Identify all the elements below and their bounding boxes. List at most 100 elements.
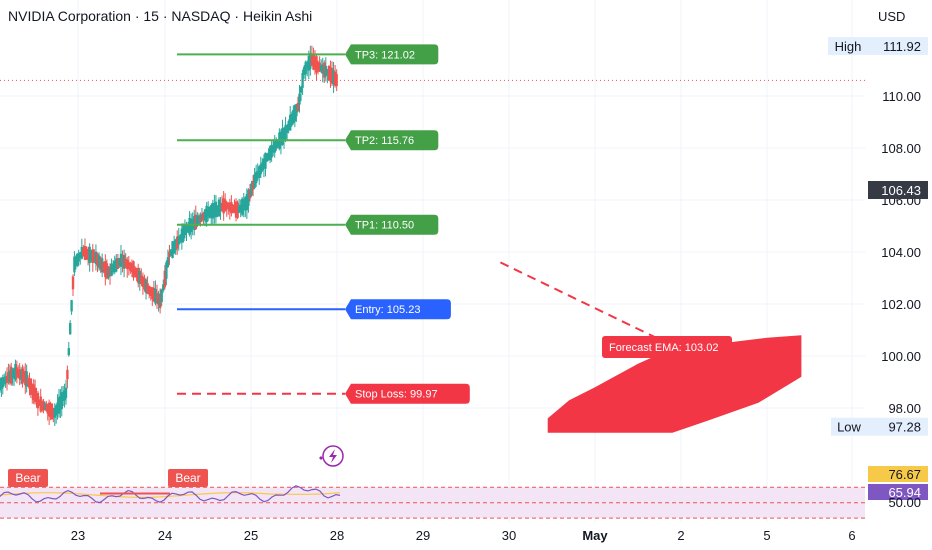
candle-body (287, 121, 290, 131)
candle-body (193, 216, 196, 230)
candle-body (52, 407, 55, 417)
candle-body (256, 171, 259, 179)
candle-body (329, 67, 332, 82)
candle-body (262, 158, 266, 169)
candle-body (22, 373, 26, 382)
candle-body (47, 402, 51, 417)
rsi-value-label: 65.94 (888, 485, 921, 500)
candle-body (248, 189, 252, 199)
candle-body (323, 62, 326, 78)
candle-body (210, 205, 213, 218)
candle-body (64, 387, 68, 399)
candle-body (293, 105, 297, 122)
candle-body (116, 257, 120, 269)
candle-body (126, 259, 129, 270)
candle-body (39, 396, 42, 412)
candle-body (179, 235, 182, 241)
grid (0, 0, 865, 522)
candle-body (245, 194, 249, 211)
stop-label-text: Stop Loss: 99.97 (355, 389, 438, 401)
candle-body (301, 72, 304, 88)
candle-body (91, 249, 94, 263)
bear-label: Bear (8, 469, 48, 487)
tp3-label-text: TP3: 121.02 (355, 49, 415, 61)
candle-body (228, 202, 232, 212)
candle-body (1, 377, 5, 388)
candle-body (79, 252, 82, 258)
candle-body (220, 202, 224, 211)
candle-body (290, 113, 293, 126)
candle-body (59, 396, 62, 410)
bear-label: Bear (168, 469, 208, 487)
candle-body (132, 261, 135, 278)
time-tick-label: 30 (502, 528, 516, 543)
candle-body (318, 62, 321, 72)
candle-body (264, 152, 267, 169)
entry-label[interactable]: Entry: 105.23 (345, 299, 451, 320)
candle-body (93, 252, 96, 262)
candle-body (172, 241, 176, 254)
high-marker (828, 37, 868, 56)
candle-body (217, 199, 221, 217)
candle-body (304, 61, 307, 75)
tp1-label[interactable]: TP1: 110.50 (345, 214, 439, 235)
candle-body (54, 405, 58, 416)
candle-body (158, 293, 162, 309)
candle-body (7, 372, 10, 383)
candle-body (244, 197, 247, 211)
currency-label[interactable]: USD (878, 9, 906, 24)
candle-body (83, 246, 87, 260)
candle-body (242, 200, 245, 211)
candles (0, 45, 338, 426)
candle-body (239, 204, 242, 212)
candle-body (298, 93, 301, 105)
candle-body (233, 204, 236, 214)
candle-body (247, 189, 250, 206)
time-tick-label: 24 (158, 528, 172, 543)
candle-body (214, 201, 218, 218)
candle-body (53, 408, 56, 418)
candle-body (234, 201, 238, 218)
candle-body (302, 67, 306, 75)
price-tick-label: 104.00 (881, 245, 921, 260)
candle-body (241, 198, 244, 215)
candle-body (176, 236, 179, 249)
lightning-icon[interactable] (319, 445, 344, 467)
candle-body (144, 279, 148, 293)
rsi-value-label: 50.00 (888, 495, 921, 510)
candle-body (4, 376, 7, 384)
time-tick-label: May (582, 528, 608, 543)
candle-body (63, 390, 66, 401)
tp1-label-text: TP1: 110.50 (355, 220, 414, 232)
candle-body (21, 368, 24, 384)
candle-body (230, 202, 233, 214)
candle-body (275, 140, 278, 149)
candle-body (100, 258, 104, 273)
forecast-label[interactable]: Forecast EMA: 103.02 (602, 336, 732, 358)
candle-body (321, 64, 324, 74)
candle-body (32, 384, 35, 400)
candle-body (237, 206, 241, 213)
candle-body (196, 215, 199, 226)
candle-body (254, 172, 258, 184)
candle-body (199, 214, 202, 223)
tp2-label-text: TP2: 115.76 (355, 135, 414, 147)
candle-body (49, 404, 52, 417)
candle-body (326, 69, 329, 75)
stop-label[interactable]: Stop Loss: 99.97 (345, 383, 470, 404)
forecast-band (547, 335, 802, 433)
candle-body (276, 139, 280, 147)
svg-text:Bear: Bear (15, 471, 40, 485)
candle-body (127, 262, 131, 270)
candle-body (162, 284, 165, 291)
low-marker (831, 417, 868, 436)
tp3-label[interactable]: TP3: 121.02 (345, 44, 439, 65)
tp2-label[interactable]: TP2: 115.76 (345, 130, 439, 151)
candle-body (67, 348, 70, 356)
candle-body (102, 262, 105, 273)
candle-body (140, 275, 143, 284)
candle-body (18, 369, 21, 380)
candle-body (185, 224, 188, 233)
candle-body (292, 110, 295, 123)
